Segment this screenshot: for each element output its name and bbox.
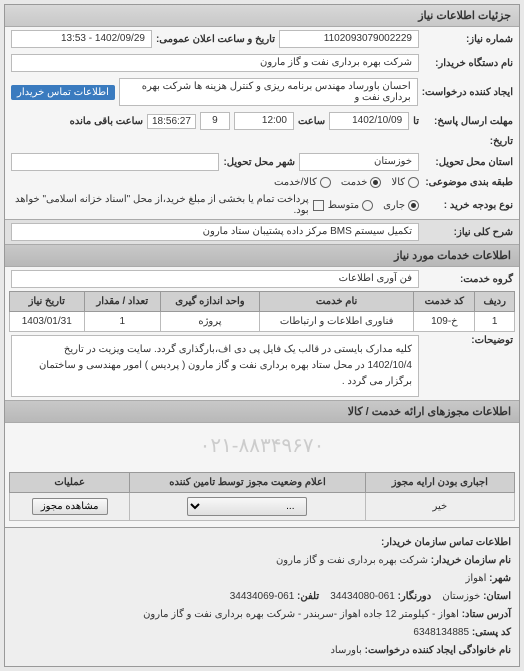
fax-label: دورنگار:: [398, 591, 432, 602]
announce-value: 1402/09/29 - 13:53: [11, 30, 152, 48]
footer-contact: اطلاعات تماس سازمان خریدار: نام سازمان خ…: [5, 527, 519, 666]
treasury-checkbox[interactable]: [313, 200, 324, 211]
row-buyer: نام دستگاه خریدار: شرکت بهره برداری نفت …: [5, 51, 519, 75]
radio-other[interactable]: متوسط: [328, 200, 373, 211]
row-budget-type: نوع بودجه خرید : جاری متوسط پرداخت تمام …: [5, 191, 519, 219]
delivery-place-value: خوزستان: [299, 153, 419, 171]
address-value: اهواز - کیلومتر 12 جاده اهواز -سربندر - …: [143, 609, 459, 620]
row-delivery: استان محل تحویل: خوزستان شهر محل تحویل:: [5, 150, 519, 174]
th-date: تاریخ نیاز: [10, 292, 85, 312]
payment-note: پرداخت تمام یا بخشی از مبلغ خرید،از محل …: [11, 194, 309, 216]
deadline-time: 12:00: [234, 112, 294, 130]
cert-action-cell: مشاهده مجوز: [10, 493, 130, 521]
row-service-group: گروه خدمت: فن آوری اطلاعات: [5, 267, 519, 291]
delivery-city-value: [11, 153, 219, 171]
phone-value: 061-34434069: [230, 591, 295, 602]
notes-text: کلیه مدارک بایستی در قالب یک فایل پی دی …: [11, 335, 419, 397]
row-requester: ایجاد کننده درخواست: احسان باورساد مهندس…: [5, 75, 519, 109]
table-row: 1 خ-109 فناوری اطلاعات و ارتباطات پروژه …: [10, 312, 515, 332]
need-details-panel: جزئیات اطلاعات نیاز شماره نیاز: 11020930…: [4, 4, 520, 667]
th-qty: تعداد / مقدار: [84, 292, 161, 312]
radio-goods[interactable]: کالا: [391, 177, 419, 188]
need-title-value: تکمیل سیستم BMS مرکز داده پشتیبان ستاد م…: [11, 223, 419, 241]
subject-class-label: طبقه بندی موضوعی:: [423, 177, 513, 188]
service-group-value: فن آوری اطلاعات: [11, 270, 419, 288]
delivery-place-label: استان محل تحویل:: [423, 157, 513, 168]
city-value: اهواز: [466, 573, 487, 584]
notes-label: توضیحات:: [423, 335, 513, 346]
buyer-label: نام دستگاه خریدار:: [423, 58, 513, 69]
creator-label: نام خانوادگی ایجاد کننده درخواست:: [365, 645, 511, 656]
view-cert-button[interactable]: مشاهده مجوز: [32, 498, 108, 515]
cert-th-status: اعلام وضعیت مجوز توسط تامین کننده: [130, 473, 365, 493]
remain-value: 9: [200, 112, 230, 130]
cert-table: اجباری بودن ارایه مجوز اعلام وضعیت مجوز …: [9, 472, 515, 521]
org-value: شرکت بهره برداری نفت و گاز مارون: [276, 555, 428, 566]
th-name: نام خدمت: [259, 292, 413, 312]
creator-value: باورساد: [330, 645, 361, 656]
radio-both[interactable]: کالا/خدمت: [274, 177, 331, 188]
th-row: ردیف: [475, 292, 515, 312]
deadline-date: 1402/10/09: [329, 112, 409, 130]
history-label: تاریخ:: [423, 136, 513, 147]
row-history: تاریخ:: [5, 133, 519, 150]
radio-service[interactable]: خدمت: [341, 177, 382, 188]
th-code: کد خدمت: [414, 292, 475, 312]
org-label: نام سازمان خریدار:: [431, 555, 511, 566]
row-deadline: مهلت ارسال پاسخ: تا 1402/10/09 ساعت 12:0…: [5, 109, 519, 133]
subject-class-radios: کالا خدمت کالا/خدمت: [274, 177, 419, 188]
need-no-value: 1102093079002229: [279, 30, 419, 48]
row-subject-class: طبقه بندی موضوعی: کالا خدمت کالا/خدمت: [5, 174, 519, 191]
services-table: ردیف کد خدمت نام خدمت واحد اندازه گیری ت…: [9, 291, 515, 332]
row-need-title: شرح کلی نیاز: تکمیل سیستم BMS مرکز داده …: [5, 219, 519, 244]
delivery-city-label: شهر محل تحویل:: [223, 157, 295, 168]
deadline-time-label: ساعت: [298, 116, 325, 127]
cert-section-header: اطلاعات مجوزهای ارائه خدمت / کالا: [5, 400, 519, 423]
province-label: استان:: [483, 591, 511, 602]
cert-th-action: عملیات: [10, 473, 130, 493]
row-notes: توضیحات: کلیه مدارک بایستی در قالب یک فا…: [5, 332, 519, 400]
cert-status-select[interactable]: ...: [187, 497, 307, 516]
services-section-header: اطلاعات خدمات مورد نیاز: [5, 244, 519, 267]
requester-value: احسان باورساد مهندس برنامه ریزی و کنترل …: [119, 78, 418, 106]
service-group-label: گروه خدمت:: [423, 274, 513, 285]
th-unit: واحد اندازه گیری: [161, 292, 260, 312]
need-title-label: شرح کلی نیاز:: [423, 227, 513, 238]
phone-label: تلفن:: [297, 591, 319, 602]
budget-type-label: نوع بودجه خرید :: [423, 200, 513, 211]
cert-status-cell: ...: [130, 493, 365, 521]
cert-th-mandatory: اجباری بودن ارایه مجوز: [365, 473, 514, 493]
radio-current[interactable]: جاری: [383, 200, 419, 211]
contact-badge[interactable]: اطلاعات تماس خریدار: [11, 85, 115, 100]
need-no-label: شماره نیاز:: [423, 34, 513, 45]
province-value: خوزستان: [442, 591, 480, 602]
announce-label: تاریخ و ساعت اعلان عمومی:: [156, 34, 275, 45]
footer-title: اطلاعات تماس سازمان خریدار:: [381, 537, 511, 548]
city-label: شهر:: [489, 573, 511, 584]
fax-value: 061-34434080: [330, 591, 395, 602]
watermark-phone: ۰۲۱-۸۸۳۴۹۶۷۰: [5, 423, 519, 468]
row-need-no: شماره نیاز: 1102093079002229 تاریخ و ساع…: [5, 27, 519, 51]
address-label: آدرس ستاد:: [462, 609, 511, 620]
remain-label: ساعت باقی مانده: [70, 116, 143, 127]
cert-row: خیر ... مشاهده مجوز: [10, 493, 515, 521]
cert-mandatory: خیر: [365, 493, 514, 521]
deadline-pre: تا: [413, 116, 419, 127]
deadline-label: مهلت ارسال پاسخ:: [423, 116, 513, 127]
postal-value: 6348134885: [413, 627, 469, 638]
buyer-value: شرکت بهره برداری نفت و گاز مارون: [11, 54, 419, 72]
requester-label: ایجاد کننده درخواست:: [422, 87, 513, 98]
countdown-timer: 18:56:27: [147, 114, 196, 129]
budget-type-radios: جاری متوسط: [328, 200, 419, 211]
postal-label: کد پستی:: [472, 627, 511, 638]
panel-title: جزئیات اطلاعات نیاز: [5, 5, 519, 27]
